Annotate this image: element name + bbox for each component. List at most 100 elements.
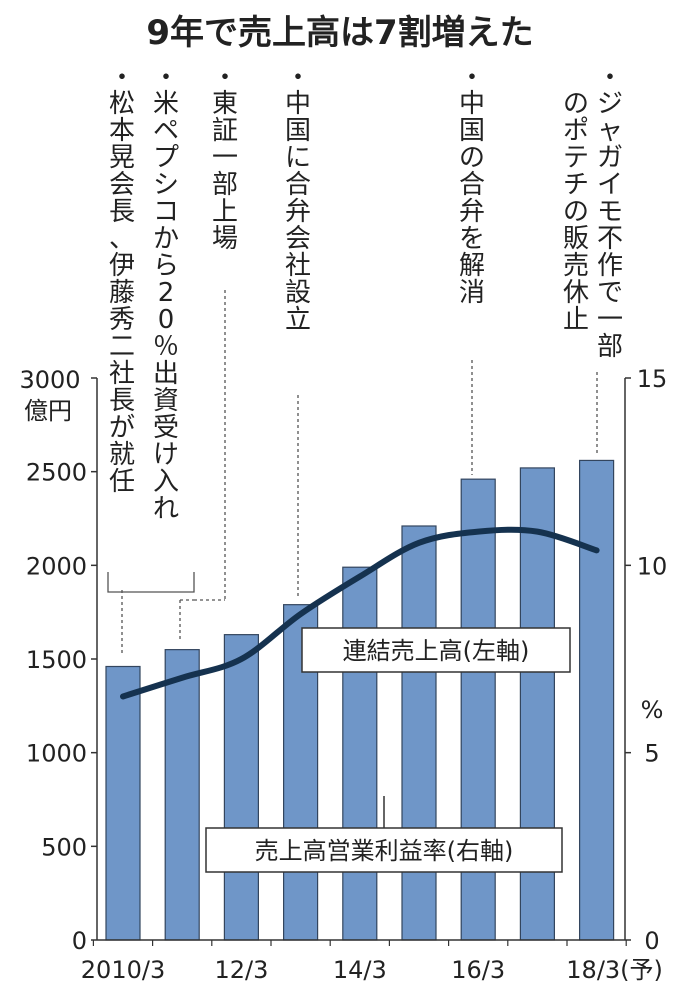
annotation-char: 販	[563, 224, 589, 254]
annotation-char: モ	[597, 197, 623, 227]
annotation-char: 会	[109, 170, 135, 200]
annotation-char: 0	[158, 305, 175, 335]
annotation-char: 資	[153, 386, 179, 416]
x-tick-label: 2010/3	[81, 956, 165, 984]
annotation-char: 止	[563, 305, 589, 335]
annotation-char: れ	[153, 494, 179, 524]
annotation-char: 就	[109, 440, 135, 470]
annotation-char: 作	[597, 251, 623, 281]
left-tick-label: 500	[41, 833, 87, 861]
annotation-char: 弁	[285, 197, 311, 227]
line-series-label: 売上高営業利益率(右軸)	[255, 837, 514, 865]
annotation-bracket	[108, 572, 194, 592]
annotation-char: 任	[109, 467, 135, 497]
annotation-char: 本	[109, 116, 135, 146]
annotation-char: ％	[153, 332, 179, 362]
left-tick-label: 0	[72, 927, 87, 955]
annotation-char: 米	[153, 89, 179, 119]
bar-series-label-box: 連結売上高(左軸)	[302, 628, 570, 672]
annotation-char: シ	[153, 170, 179, 200]
annotation-char: 伊	[109, 251, 135, 281]
bar-15/3	[402, 526, 436, 940]
annotation-char: ら	[153, 251, 179, 281]
bar-2010/3	[106, 666, 140, 940]
annotation-char: か	[153, 224, 179, 254]
annotation-char: 休	[563, 278, 589, 308]
annotation-char: 東	[212, 89, 238, 119]
bar-12/3	[224, 635, 258, 940]
annotation-char: テ	[563, 143, 589, 173]
left-tick-label: 2000	[26, 552, 87, 580]
line-series-label-box: 売上高営業利益率(右軸)	[206, 796, 562, 872]
left-axis-top-tick: 3000	[19, 366, 80, 394]
annotation-char: 不	[597, 224, 623, 254]
annotation-char: 合	[459, 170, 485, 200]
bar-2011/3	[165, 650, 199, 940]
annotation-char: の	[563, 197, 589, 227]
annotation-char: コ	[153, 197, 179, 227]
x-tick-label: 18/3(予)	[566, 956, 663, 984]
bar-14/3	[343, 567, 377, 940]
annotation-char: 藤	[109, 278, 135, 308]
annotation-char: ガ	[597, 143, 623, 173]
annotation-char: 、	[109, 224, 135, 254]
annotation-char: 合	[285, 170, 311, 200]
annotation-char: 入	[153, 467, 179, 497]
annotation-char: 社	[109, 359, 135, 389]
annotation-char: イ	[597, 170, 623, 200]
annotation-char: ポ	[563, 116, 589, 146]
annotation-char: 受	[153, 413, 179, 443]
annotation-char: の	[563, 89, 589, 119]
right-axis-unit: %	[641, 696, 664, 724]
annotation-char: 国	[285, 116, 311, 146]
left-tick-label: 1500	[26, 646, 87, 674]
chart-title: 9年で売上高は7割増えた	[146, 13, 533, 53]
annotation-char: ャ	[597, 116, 623, 146]
left-axis-unit: 億円	[24, 397, 72, 425]
annotation-char: 長	[109, 197, 135, 227]
left-tick-label: 1000	[26, 740, 87, 768]
annotation-char: 場	[212, 224, 238, 254]
annotation-char: で	[597, 278, 623, 308]
annotation-char: の	[459, 143, 485, 173]
bar-series-label: 連結売上高(左軸)	[343, 637, 530, 665]
annotation-char: 一	[597, 305, 623, 335]
annotation-char: プ	[153, 143, 179, 173]
annotation-char: け	[153, 440, 179, 470]
annotation-char: 2	[158, 278, 175, 308]
annotation-char: 立	[285, 305, 311, 335]
annotation-char: 松	[109, 89, 135, 119]
annotation-char: ジ	[597, 89, 623, 119]
annotation-char: 部	[597, 332, 623, 362]
annotation-char: 出	[153, 359, 179, 389]
annotation-char: 晃	[109, 143, 135, 173]
annotation-char: 中	[459, 89, 485, 119]
right-tick-label: 10	[637, 552, 668, 580]
right-tick-label: 5	[644, 740, 659, 768]
right-tick-label: 15	[637, 365, 668, 393]
annotation-char: 売	[563, 251, 589, 281]
annotation-char: 中	[285, 89, 311, 119]
annotation-char: ペ	[153, 116, 179, 146]
annotation-char: 一	[212, 143, 238, 173]
annotation-char: 秀	[109, 305, 135, 335]
x-tick-label: 12/3	[214, 956, 268, 984]
annotation-char: 会	[285, 224, 311, 254]
annotation-char: に	[285, 143, 311, 173]
x-tick-label: 14/3	[333, 956, 387, 984]
annotations: ・松本晃会長、伊藤秀二社長が就任・米ペプシコから20％出資受け入れ・東証一部上場…	[109, 63, 623, 524]
annotation-char: 解	[459, 251, 485, 281]
annotation-char: 証	[212, 116, 238, 146]
annotation-char: 設	[285, 278, 311, 308]
right-tick-label: 0	[644, 927, 659, 955]
annotation-char: 長	[109, 386, 135, 416]
annotation-char: チ	[563, 170, 589, 200]
annotation-char: が	[109, 413, 135, 443]
annotation-char: 消	[459, 278, 485, 308]
annotation-char: 部	[212, 170, 238, 200]
annotation-char: 上	[212, 197, 238, 227]
left-tick-label: 2500	[26, 459, 87, 487]
annotation-char: 弁	[459, 197, 485, 227]
